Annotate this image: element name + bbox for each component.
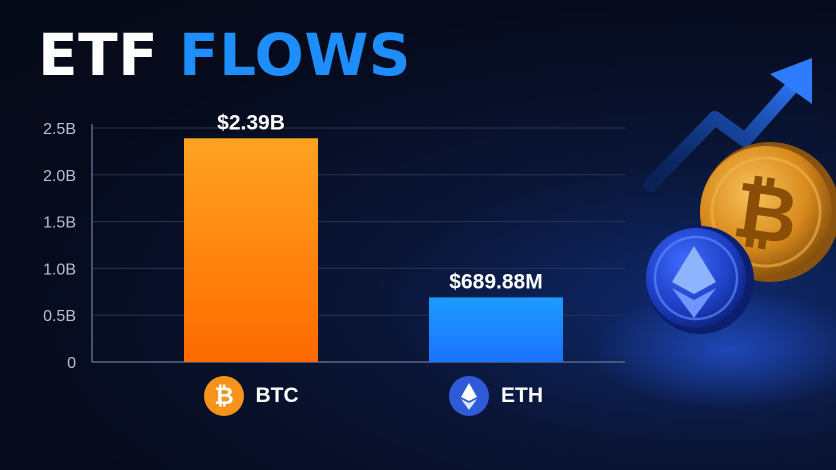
category-label-eth: ETH [449,376,543,416]
category-text-btc: BTC [255,384,299,407]
y-tick-label: 1.0B [43,261,76,278]
title-word-flows: FLOWS [179,21,412,89]
bar-btc [184,138,318,362]
data-labels: $2.39B $689.88M [217,111,543,293]
y-tick-label: 0 [67,355,76,372]
category-text-eth: ETH [501,384,543,407]
title-word-etf: ETF [38,21,159,89]
y-tick-label: 2.0B [43,168,76,185]
y-tick-label: 0.5B [43,308,76,325]
category-label-btc: ₿ BTC [203,376,299,416]
bar-eth [429,297,563,362]
bars [184,138,563,362]
data-label-btc: $2.39B [217,111,285,134]
svg-text:₿: ₿ [214,382,234,410]
y-tick-label: 1.5B [43,215,76,232]
grid-lines [92,127,625,316]
data-label-eth: $689.88M [449,270,542,293]
y-tick-labels: 0 0.5B 1.0B 1.5B 2.0B 2.5B [43,121,76,372]
bitcoin-coin-icon: ₿ [203,376,244,416]
ethereum-coin-icon [449,376,489,416]
y-tick-label: 2.5B [43,121,76,138]
chart-title: ETF FLOWS [38,26,411,84]
